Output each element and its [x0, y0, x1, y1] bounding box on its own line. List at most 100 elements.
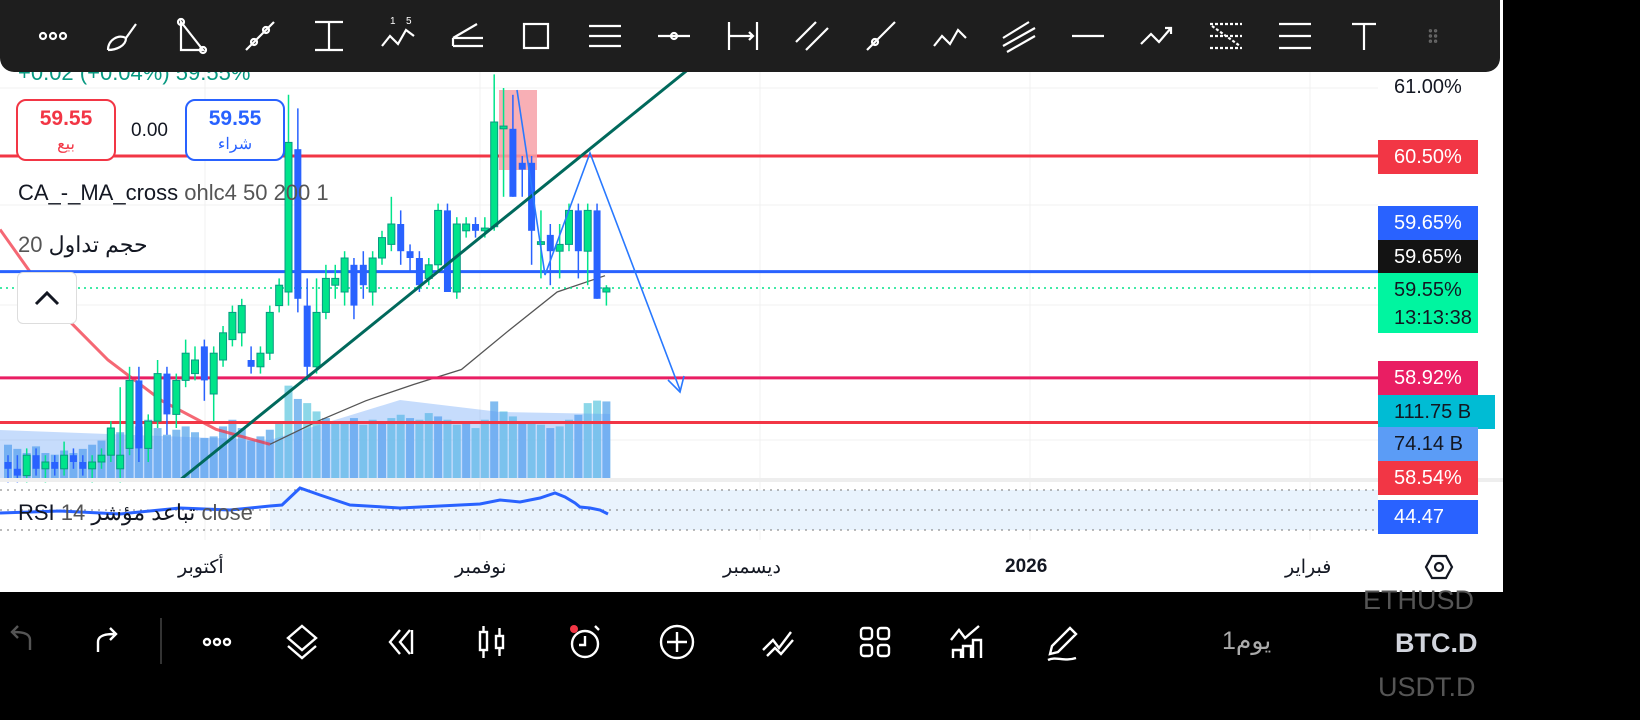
candle-up — [41, 461, 50, 470]
volume-bar — [583, 403, 592, 478]
ray-tool[interactable] — [846, 6, 915, 66]
add-button[interactable] — [655, 620, 699, 664]
candle-up — [462, 223, 471, 232]
candle-down — [163, 373, 171, 415]
next-symbol[interactable]: USDT.D — [1378, 672, 1476, 702]
drag-handle-tool[interactable] — [1398, 6, 1467, 66]
price-label-text: 59.55% — [1394, 279, 1462, 301]
horizontal-line-tool[interactable] — [1053, 6, 1122, 66]
price-label-text: 58.54% — [1394, 467, 1462, 489]
svg-text:1: 1 — [390, 16, 396, 27]
buy-button[interactable]: 59.55 شراء — [185, 99, 285, 161]
volume-legend[interactable]: حجم تداول 20 — [18, 232, 148, 258]
date-range-tool[interactable] — [708, 6, 777, 66]
triangle-icon — [176, 17, 207, 55]
candle-down — [79, 462, 87, 469]
chart-app[interactable]: +0.02 (+0.04%) 59.55% 59.55 بيع 0.00 59.5… — [0, 0, 1503, 592]
compare-button[interactable] — [757, 620, 801, 664]
alert-button[interactable] — [563, 620, 607, 664]
trend-line-tool[interactable] — [225, 6, 294, 66]
volume-bar — [321, 418, 330, 478]
volume-bar — [162, 434, 171, 478]
brush-tool[interactable] — [87, 6, 156, 66]
interval-button[interactable]: 1يوم — [1222, 627, 1272, 655]
price-label-text: 59.65% — [1394, 246, 1462, 268]
fib-retracement-icon — [1209, 22, 1242, 50]
volume-bar — [368, 419, 377, 478]
collapse-legend-button[interactable] — [17, 272, 77, 324]
sell-price: 59.55 — [39, 107, 93, 130]
price-chart[interactable] — [0, 0, 1503, 592]
candle-down — [51, 462, 59, 469]
undo-icon — [10, 625, 32, 650]
rsi-band — [270, 490, 1378, 530]
volume-bar — [181, 426, 190, 478]
volume-bar — [256, 436, 265, 478]
drag-handle-icon — [1428, 29, 1437, 43]
triangle-tool[interactable] — [156, 6, 225, 66]
candle-up — [144, 420, 153, 449]
more-tool[interactable] — [18, 6, 87, 66]
ma-cross-args: ohlc4 50 200 1 — [184, 180, 329, 205]
more-button[interactable] — [195, 620, 239, 664]
templates-button[interactable] — [853, 620, 897, 664]
volume-bar — [480, 419, 489, 478]
candle-down — [135, 380, 143, 449]
undo-button[interactable] — [0, 620, 44, 664]
pitchfork-tool[interactable] — [432, 6, 501, 66]
spread: 0.00 — [131, 120, 168, 141]
volume-bar — [387, 418, 396, 478]
add-icon — [659, 624, 695, 660]
rsi-legend[interactable]: RSI تباعد مؤشر 14 close — [18, 500, 253, 526]
price-label: 59.65% — [1378, 240, 1478, 274]
buy-price: 59.55 — [208, 107, 262, 130]
candles-icon — [478, 626, 505, 658]
horizontal-ray-tool[interactable] — [639, 6, 708, 66]
price-label: 59.55% 13:13:38 — [1378, 273, 1478, 333]
candle-down — [574, 210, 582, 252]
prev-symbol[interactable]: ETHUSD — [1363, 585, 1475, 615]
volume-bar — [312, 411, 321, 478]
redo-button[interactable] — [86, 620, 130, 664]
indicators-button[interactable] — [945, 620, 989, 664]
volume-bar — [153, 428, 162, 478]
candle-up — [602, 287, 611, 293]
fib-extension-tool[interactable] — [1260, 6, 1329, 66]
trend-line-drawing — [179, 66, 691, 482]
volume-args: 20 — [18, 232, 43, 257]
candle-up — [284, 141, 293, 293]
arrow-path-tool[interactable] — [1122, 6, 1191, 66]
time-label: فبراير — [1285, 557, 1332, 578]
fib-channel-tool[interactable] — [984, 6, 1053, 66]
abcd-pattern-tool[interactable] — [915, 6, 984, 66]
rectangle-tool[interactable] — [501, 6, 570, 66]
text-tool[interactable] — [1329, 6, 1398, 66]
candles-button[interactable] — [470, 620, 514, 664]
candle-up — [387, 223, 396, 245]
drawing-button[interactable] — [1040, 620, 1084, 664]
candle-up — [106, 427, 115, 456]
arrow-head-icon — [667, 375, 685, 394]
ray-icon — [865, 21, 896, 51]
volume-bar — [434, 416, 443, 478]
fib-retracement-tool[interactable] — [1191, 6, 1260, 66]
ma-cross-legend[interactable]: CA_-_MA_cross ohlc4 50 200 1 — [18, 180, 329, 206]
rectangle-drawing — [499, 90, 537, 170]
anchored-text-tool[interactable] — [294, 6, 363, 66]
candle-up — [499, 125, 508, 130]
volume-bar — [396, 414, 405, 478]
symbol-button[interactable]: BTC.D — [1395, 628, 1478, 658]
parallel-channel-tool[interactable] — [777, 6, 846, 66]
settings-icon[interactable] — [1424, 552, 1454, 582]
volume-bar — [462, 423, 471, 478]
rectangle-icon — [522, 22, 549, 50]
layers-button[interactable] — [280, 620, 324, 664]
more-icon — [202, 637, 232, 647]
candle-up — [88, 461, 97, 470]
sell-button[interactable]: 59.55 بيع — [16, 99, 116, 161]
horizontal-lines-tool[interactable] — [570, 6, 639, 66]
replay-button[interactable] — [378, 620, 422, 664]
ma-cross-name: CA_-_MA_cross — [18, 180, 179, 205]
